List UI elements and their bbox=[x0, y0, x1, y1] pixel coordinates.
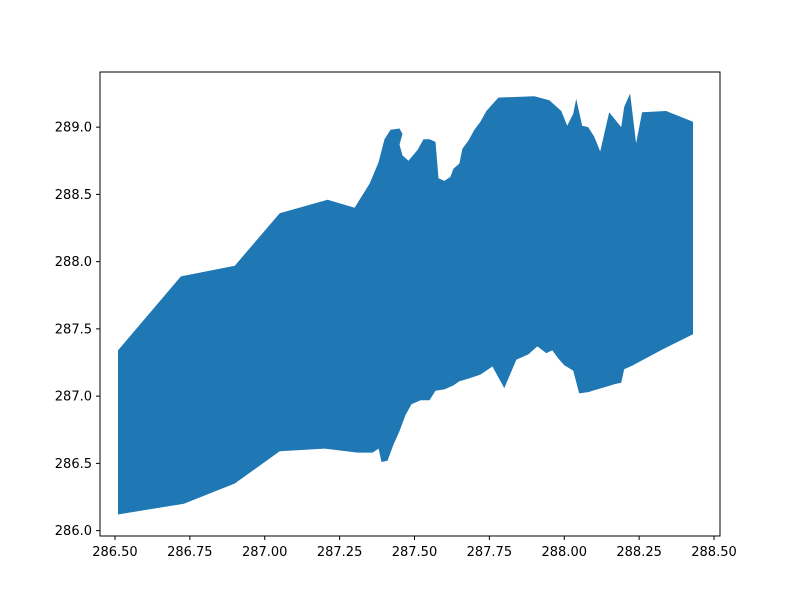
x-tick-label: 288.00 bbox=[542, 545, 588, 560]
x-tick-label: 288.50 bbox=[691, 545, 737, 560]
y-tick-label: 288.5 bbox=[55, 188, 92, 203]
fill-layer bbox=[118, 93, 693, 515]
y-tick-label: 289.0 bbox=[55, 121, 92, 136]
x-tick-label: 287.25 bbox=[317, 545, 363, 560]
x-tick-label: 287.50 bbox=[392, 545, 438, 560]
plot-frame bbox=[99, 71, 721, 537]
y-tick-label: 287.5 bbox=[55, 322, 92, 337]
x-tick-label: 287.00 bbox=[242, 545, 288, 560]
x-tick-label: 288.25 bbox=[616, 545, 662, 560]
y-tick-label: 287.0 bbox=[55, 390, 92, 405]
x-tick-label: 286.50 bbox=[92, 545, 138, 560]
y-tick-label: 286.5 bbox=[55, 457, 92, 472]
x-tick-label: 287.75 bbox=[467, 545, 513, 560]
y-tick-label: 286.0 bbox=[55, 524, 92, 539]
x-tick-label: 286.75 bbox=[167, 545, 213, 560]
y-axis: 286.0 286.5 287.0 287.5 288.0 288.5 289.0 bbox=[55, 121, 100, 539]
y-tick-label: 288.0 bbox=[55, 255, 92, 270]
x-axis: 286.50 286.75 287.00 287.25 287.50 287.75 288.… bbox=[92, 536, 737, 560]
filled-area-0 bbox=[118, 93, 693, 515]
